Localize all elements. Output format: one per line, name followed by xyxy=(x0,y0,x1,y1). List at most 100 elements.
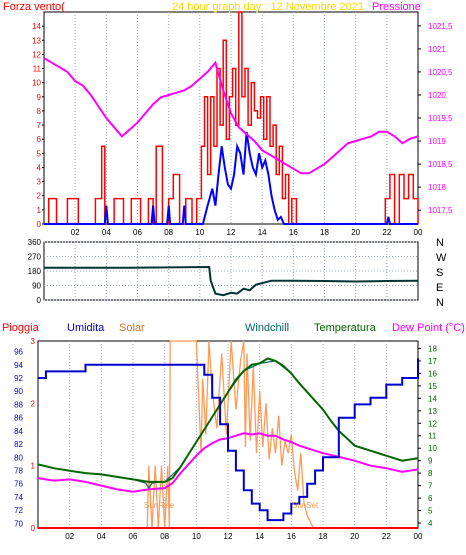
wind-y-tick-label: 14 xyxy=(32,22,41,31)
x-tick-label: 10 xyxy=(192,532,201,541)
rain-axis-title: Pioggia xyxy=(2,322,40,334)
wind-y-tick-label: 13 xyxy=(32,36,41,45)
x-tick-label: 08 xyxy=(164,228,173,237)
humidity-axis-title: Umidita xyxy=(67,322,105,334)
humidity-y-tick-label: 88 xyxy=(14,400,23,409)
temperature-y-tick-label: 6 xyxy=(428,494,433,503)
wind-y-tick-label: 1 xyxy=(37,206,42,215)
solar-line xyxy=(38,340,418,529)
dewpoint-axis-title: Dew Point (°C) xyxy=(392,322,465,334)
temperature-y-tick-label: 10 xyxy=(428,444,437,453)
x-tick-label: 00 xyxy=(414,532,423,541)
wind-pressure-ticks: 012345678910111213141017,510181018,51019… xyxy=(32,22,453,237)
humidity-y-tick-label: 86 xyxy=(14,414,23,423)
humidity-temperature-panel: 7072747678808284868890929496012345678910… xyxy=(2,322,465,541)
temperature-y-tick-label: 17 xyxy=(428,357,437,366)
x-tick-label: 00 xyxy=(414,228,423,237)
x-tick-label: 20 xyxy=(350,532,359,541)
pressure-y-tick-label: 1017,5 xyxy=(428,206,453,215)
pressure-y-tick-label: 1018,5 xyxy=(428,160,453,169)
pressure-y-tick-label: 1019,5 xyxy=(428,114,453,123)
x-tick-label: 06 xyxy=(133,228,142,237)
x-tick-label: 02 xyxy=(71,228,80,237)
x-tick-label: 04 xyxy=(102,228,111,237)
direction-y-tick-label: 0 xyxy=(37,296,42,305)
sunrise-label: SunRise xyxy=(144,501,175,510)
wind-y-tick-label: 5 xyxy=(37,149,42,158)
wind-y-tick-label: 4 xyxy=(37,163,42,172)
humidity-y-tick-label: 94 xyxy=(14,361,23,370)
temperature-y-tick-label: 5 xyxy=(428,507,433,516)
wind-axis-title: Forza vento( xyxy=(3,1,65,13)
pressure-y-tick-label: 1018 xyxy=(428,183,446,192)
pressure-line xyxy=(43,57,419,175)
humidity-y-tick-label: 92 xyxy=(14,374,23,383)
x-tick-label: 02 xyxy=(65,532,74,541)
pressure-axis-title: Pressione xyxy=(372,1,421,13)
humidity-y-tick-label: 96 xyxy=(14,348,23,357)
temperature-y-tick-label: 11 xyxy=(428,432,437,441)
rain-y-tick-label: 0 xyxy=(31,524,36,533)
sunset-label: SunSet xyxy=(292,501,319,510)
humidity-y-tick-label: 78 xyxy=(14,467,23,476)
x-tick-label: 06 xyxy=(129,532,138,541)
humidity-temperature-ticks: 7072747678808284868890929496012345678910… xyxy=(14,337,437,541)
x-tick-label: 16 xyxy=(289,228,298,237)
humidity-y-tick-label: 84 xyxy=(14,427,23,436)
humidity-y-tick-label: 80 xyxy=(14,453,23,462)
temperature-y-tick-label: 4 xyxy=(428,519,433,528)
direction-y-tick-label: 90 xyxy=(32,282,41,291)
wind-y-tick-label: 7 xyxy=(37,121,42,130)
x-tick-label: 12 xyxy=(227,228,236,237)
temperature-legend: Temperatura xyxy=(314,322,377,334)
dewpoint-line xyxy=(37,432,419,493)
wind-direction-line xyxy=(44,265,419,297)
x-tick-label: 20 xyxy=(351,228,360,237)
compass-label: W xyxy=(436,252,447,264)
wind-y-tick-label: 11 xyxy=(33,65,42,74)
rain-y-tick-label: 3 xyxy=(31,337,36,346)
rain-y-tick-label: 2 xyxy=(31,399,36,408)
compass-label: N xyxy=(436,297,444,309)
x-tick-label: 16 xyxy=(287,532,296,541)
wind-y-tick-label: 8 xyxy=(37,107,42,116)
temperature-y-tick-label: 13 xyxy=(428,407,437,416)
rain-y-tick-label: 1 xyxy=(31,462,36,471)
x-tick-label: 12 xyxy=(224,532,233,541)
humidity-y-tick-label: 74 xyxy=(14,493,23,502)
x-tick-label: 10 xyxy=(195,228,204,237)
wind-gust-line xyxy=(44,131,418,225)
wind-pressure-panel: 012345678910111213141017,510181018,51019… xyxy=(3,1,453,237)
pressure-y-tick-label: 1020,5 xyxy=(428,68,453,77)
x-tick-label: 22 xyxy=(382,532,391,541)
wind-y-tick-label: 9 xyxy=(37,93,42,102)
humidity-y-tick-label: 90 xyxy=(14,387,23,396)
humidity-y-tick-label: 70 xyxy=(14,519,23,528)
temperature-y-tick-label: 18 xyxy=(428,344,437,353)
direction-y-tick-label: 270 xyxy=(28,253,42,262)
wind-y-tick-label: 12 xyxy=(32,50,41,59)
humidity-y-tick-label: 72 xyxy=(14,506,23,515)
temperature-y-tick-label: 9 xyxy=(428,457,433,466)
wind-y-tick-label: 2 xyxy=(37,192,42,201)
temperature-y-tick-label: 12 xyxy=(428,419,437,428)
x-tick-label: 22 xyxy=(382,228,391,237)
windchill-legend: Windchill xyxy=(245,322,289,334)
x-tick-label: 04 xyxy=(97,532,106,541)
x-tick-label: 14 xyxy=(255,532,264,541)
direction-y-tick-label: 180 xyxy=(28,267,42,276)
x-tick-label: 14 xyxy=(258,228,267,237)
compass-label: S xyxy=(436,267,443,279)
wind-direction-series xyxy=(44,265,419,297)
x-tick-label: 18 xyxy=(319,532,328,541)
temperature-y-tick-label: 8 xyxy=(428,469,433,478)
x-tick-label: 18 xyxy=(320,228,329,237)
humidity-y-tick-label: 82 xyxy=(14,440,23,449)
solar-legend: Solar xyxy=(119,322,145,334)
pressure-y-tick-label: 1021,5 xyxy=(428,22,453,31)
wind-y-tick-label: 3 xyxy=(37,178,42,187)
wind-direction-gridlines xyxy=(44,241,418,301)
pressure-y-tick-label: 1020 xyxy=(428,91,446,100)
